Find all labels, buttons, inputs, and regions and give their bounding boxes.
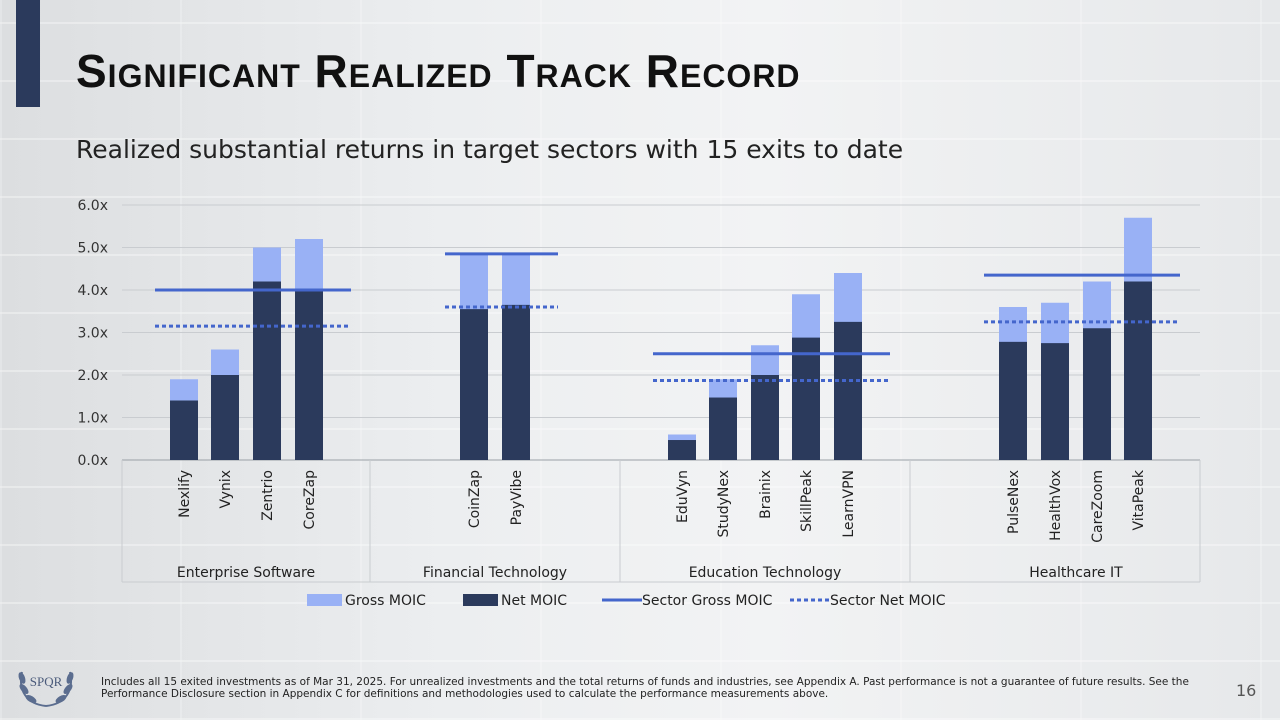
- slide-subtitle: Realized substantial returns in target s…: [76, 135, 904, 164]
- legend-swatch-gross: [307, 594, 342, 606]
- net-moic-bar: [999, 341, 1027, 460]
- y-tick-label: 0.0x: [77, 453, 108, 469]
- sector-label: Enterprise Software: [177, 565, 315, 581]
- sector-label: Healthcare IT: [1029, 565, 1123, 581]
- company-label: CareZoom: [1090, 470, 1106, 543]
- company-label: HealthVox: [1048, 470, 1064, 541]
- sector-label: Education Technology: [689, 565, 842, 581]
- company-label: PayVibe: [509, 470, 525, 525]
- company-label: VitaPeak: [1131, 469, 1147, 530]
- net-moic-bar: [709, 397, 737, 460]
- net-moic-bar: [792, 337, 820, 460]
- page-number: 16: [1236, 681, 1257, 700]
- slide-title: Significant Realized Track Record: [76, 45, 801, 97]
- title-accent-bar: [16, 0, 40, 107]
- y-tick-label: 2.0x: [77, 368, 108, 384]
- net-moic-bar: [460, 309, 488, 460]
- legend-label: Gross MOIC: [345, 593, 426, 609]
- sector-label: Financial Technology: [423, 565, 567, 581]
- net-moic-bar: [1124, 281, 1152, 460]
- legend-label: Sector Gross MOIC: [642, 593, 773, 609]
- company-label: CoreZap: [302, 470, 318, 530]
- company-label: Zentrio: [260, 470, 276, 521]
- company-label: LearnVPN: [841, 470, 857, 538]
- net-moic-bar: [253, 281, 281, 460]
- net-moic-bar: [295, 290, 323, 460]
- disclosure-footnote: Includes all 15 exited investments as of…: [101, 676, 1189, 700]
- legend-label: Sector Net MOIC: [830, 593, 946, 609]
- y-tick-label: 6.0x: [77, 198, 108, 214]
- net-moic-bar: [1083, 328, 1111, 460]
- company-label: CoinZap: [467, 470, 483, 528]
- spqr-wreath-logo: SPQR: [18, 671, 74, 707]
- net-moic-bar: [170, 400, 198, 460]
- y-tick-label: 1.0x: [77, 411, 108, 427]
- company-label: StudyNex: [716, 470, 732, 538]
- legend-label: Net MOIC: [501, 593, 567, 609]
- company-label: SkillPeak: [799, 469, 815, 532]
- company-label: EduVyn: [675, 470, 691, 523]
- net-moic-bar: [1041, 343, 1069, 460]
- logo-text: SPQR: [30, 674, 63, 689]
- y-tick-label: 4.0x: [77, 283, 108, 299]
- y-tick-label: 5.0x: [77, 241, 108, 257]
- y-tick-label: 3.0x: [77, 326, 108, 342]
- net-moic-bar: [668, 440, 696, 460]
- company-label: Nexlify: [177, 470, 193, 518]
- net-moic-bar: [502, 304, 530, 460]
- net-moic-bar: [211, 375, 239, 460]
- net-moic-bar: [834, 321, 862, 460]
- company-label: PulseNex: [1006, 470, 1022, 534]
- company-label: Brainix: [758, 470, 774, 519]
- company-label: Vynix: [218, 470, 234, 509]
- legend-swatch-net: [463, 594, 498, 606]
- net-moic-bar: [751, 375, 779, 460]
